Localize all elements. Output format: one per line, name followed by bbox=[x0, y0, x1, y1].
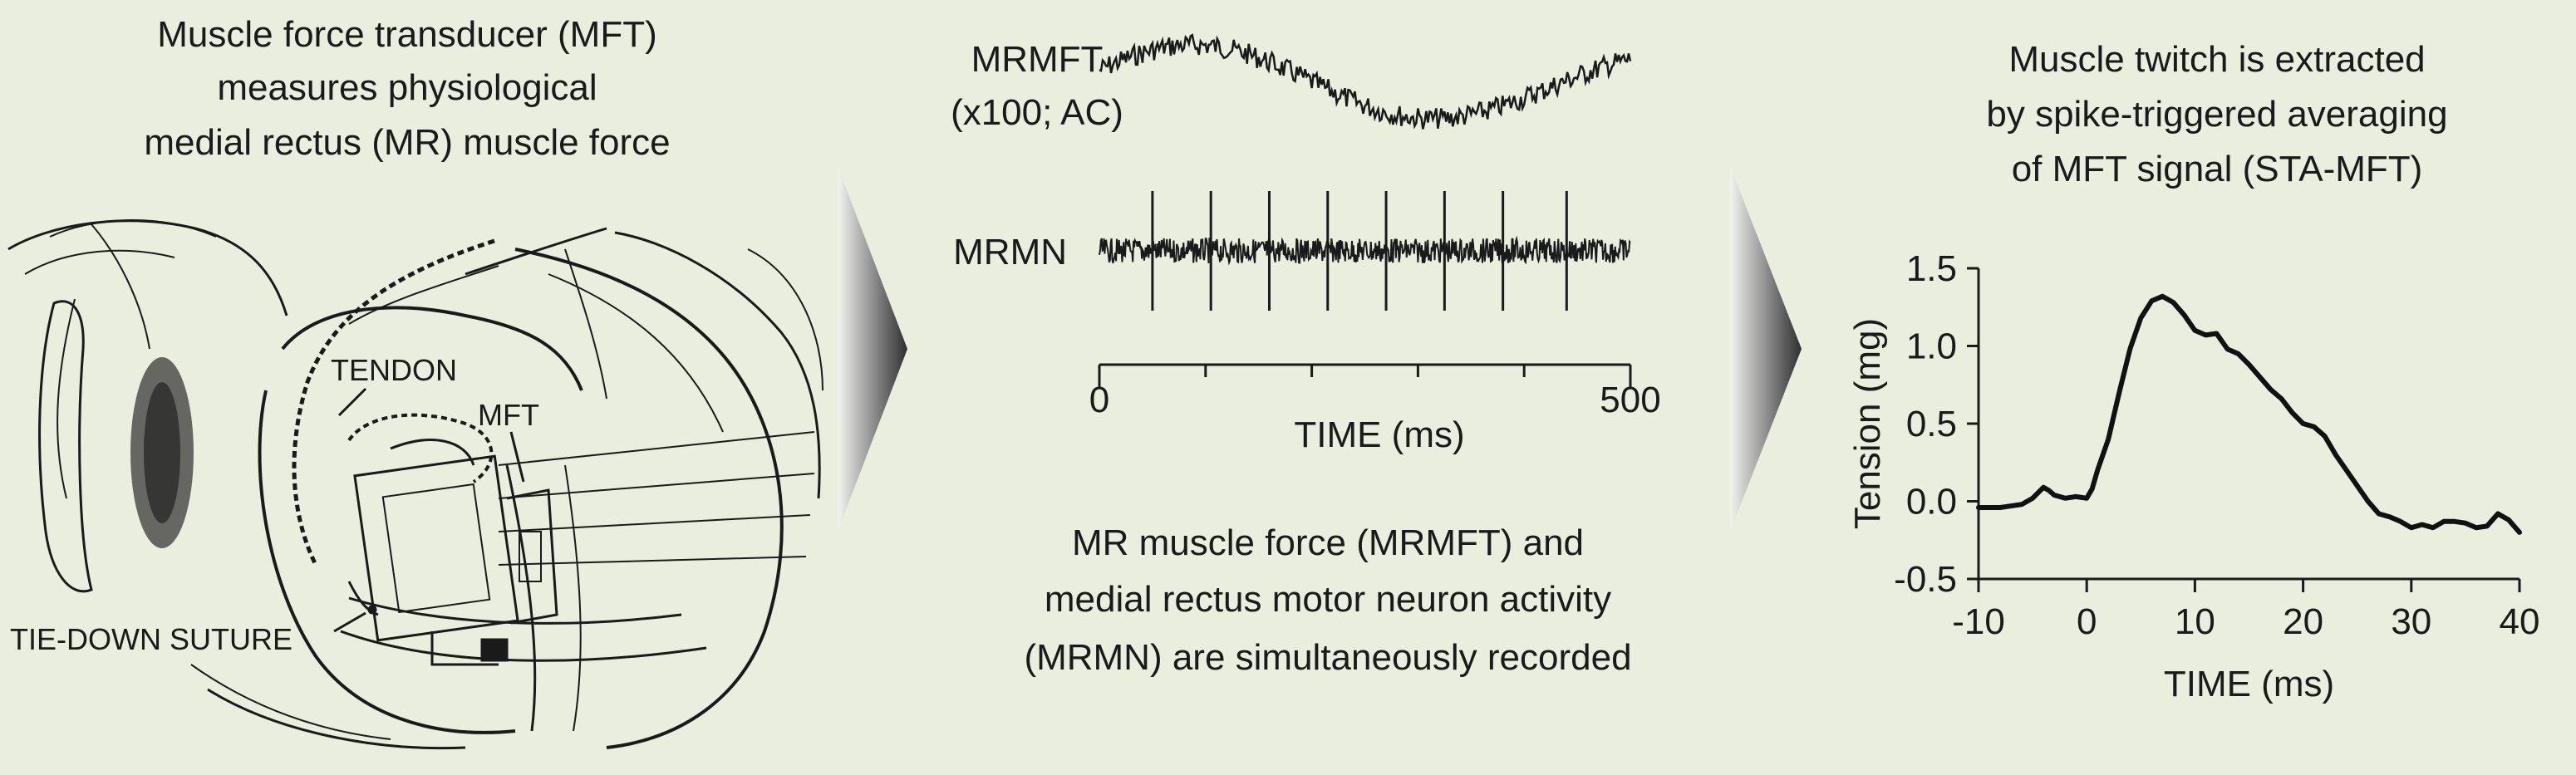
chart-x-tick-label: 10 bbox=[2175, 601, 2215, 642]
panel2-time-axis: 0 500 TIME (ms) bbox=[1089, 363, 1661, 455]
panel3-title-line-1: Muscle twitch is extracted bbox=[2008, 39, 2425, 80]
panel1-title-line-3: medial rectus (MR) muscle force bbox=[144, 122, 670, 163]
panel2-caption-line-1: MR muscle force (MRMFT) and bbox=[1072, 522, 1584, 563]
time-axis-ticks bbox=[1098, 365, 1632, 389]
panel1-labels: TENDON MFT TIE-DOWN SUTURE bbox=[10, 353, 539, 656]
chart-y-tick-label: 0.0 bbox=[1906, 482, 1957, 522]
mrmn-label: MRMN bbox=[953, 232, 1067, 272]
leader-mft bbox=[509, 431, 525, 483]
label-mft: MFT bbox=[478, 398, 539, 432]
leader-suture bbox=[333, 611, 366, 633]
arrow-right-icon bbox=[1730, 166, 1802, 532]
chart-x-tick-label: 20 bbox=[2283, 601, 2323, 642]
chart-x-ticks: -10 0 10 20 30 40 bbox=[1952, 579, 2539, 642]
panel3-title: Muscle twitch is extracted by spike-trig… bbox=[1986, 39, 2447, 189]
panel2-caption: MR muscle force (MRMFT) and medial rectu… bbox=[1024, 522, 1631, 678]
chart-x-tick-label: -10 bbox=[1952, 601, 2005, 642]
panel1-title-line-1: Muscle force transducer (MFT) bbox=[157, 14, 656, 55]
mrmft-trace bbox=[1099, 33, 1632, 130]
chart-y-tick-label: 1.0 bbox=[1906, 326, 1957, 367]
panel2-caption-line-2: medial rectus motor neuron activity bbox=[1045, 579, 1611, 620]
chart-y-axis-label: Tension (mg) bbox=[1847, 318, 1888, 529]
label-tie-down-suture: TIE-DOWN SUTURE bbox=[10, 622, 293, 656]
panel3-title-line-3: of MFT signal (STA-MFT) bbox=[2012, 149, 2423, 189]
chart-y-tick-label: 1.5 bbox=[1906, 248, 1957, 289]
panel3-title-line-2: by spike-triggered averaging bbox=[1986, 94, 2447, 135]
time-axis-tick-end: 500 bbox=[1600, 380, 1660, 420]
mrmft-label-line-2: (x100; AC) bbox=[951, 92, 1123, 133]
panel1-title: Muscle force transducer (MFT) measures p… bbox=[144, 14, 670, 163]
panel1-title-line-2: measures physiological bbox=[217, 67, 597, 108]
chart-y-tick-label: 0.5 bbox=[1906, 404, 1957, 444]
chart-x-axis-label: TIME (ms) bbox=[2164, 664, 2334, 704]
chart-x-tick-label: 40 bbox=[2500, 601, 2540, 642]
chart-x-tick-label: 30 bbox=[2391, 601, 2431, 642]
mrmn-spikes bbox=[1151, 191, 1568, 311]
mrmft-label-line-1: MRMFT bbox=[971, 39, 1104, 80]
mrmn-trace bbox=[1099, 235, 1631, 266]
chart-y-tick-label: -0.5 bbox=[1894, 559, 1957, 600]
time-axis-tick-start: 0 bbox=[1089, 380, 1109, 420]
label-tendon: TENDON bbox=[331, 353, 457, 387]
sta-mft-chart: 1.5 1.0 0.5 0.0 -0.5 -10 0 10 20 30 40 Tension (m… bbox=[1847, 248, 2539, 704]
arrow-right-icon bbox=[838, 166, 907, 532]
chart-series-line bbox=[1976, 293, 2522, 535]
eye-illustration bbox=[7, 219, 823, 750]
leader-tendon bbox=[337, 387, 367, 417]
chart-y-ticks: 1.5 1.0 0.5 0.0 -0.5 bbox=[1894, 248, 1979, 600]
panel2-caption-line-3: (MRMN) are simultaneously recorded bbox=[1024, 637, 1631, 678]
chart-x-tick-label: 0 bbox=[2077, 601, 2097, 642]
panel2-trace-labels: MRMFT (x100; AC) MRMN bbox=[951, 39, 1123, 272]
time-axis-label: TIME (ms) bbox=[1294, 414, 1464, 455]
